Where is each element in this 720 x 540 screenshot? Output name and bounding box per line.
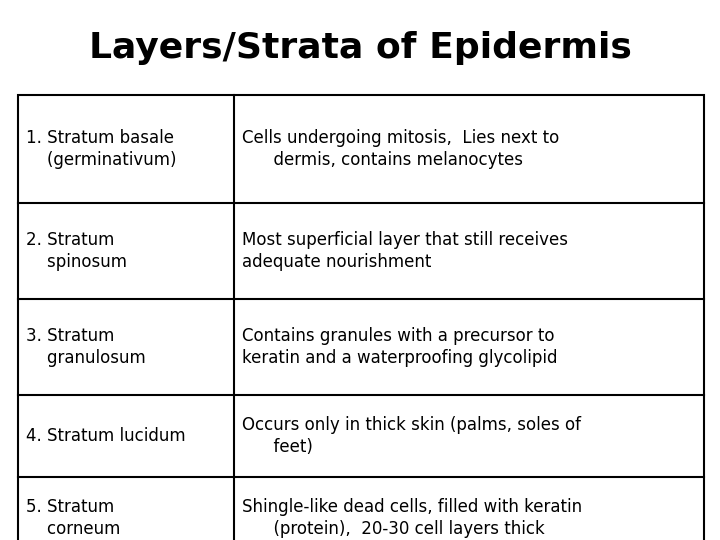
Bar <box>18 95 704 540</box>
Text: Layers/Strata of Epidermis: Layers/Strata of Epidermis <box>89 31 631 65</box>
Text: 4. Stratum lucidum: 4. Stratum lucidum <box>26 427 186 445</box>
Text: Cells undergoing mitosis,  Lies next to
      dermis, contains melanocytes: Cells undergoing mitosis, Lies next to d… <box>242 129 559 170</box>
Text: Contains granules with a precursor to
keratin and a waterproofing glycolipid: Contains granules with a precursor to ke… <box>242 327 557 367</box>
Text: 3. Stratum
    granulosum: 3. Stratum granulosum <box>26 327 145 367</box>
Text: 1. Stratum basale
    (germinativum): 1. Stratum basale (germinativum) <box>26 129 176 170</box>
Text: Most superficial layer that still receives
adequate nourishment: Most superficial layer that still receiv… <box>242 231 568 272</box>
Text: Shingle-like dead cells, filled with keratin
      (protein),  20-30 cell layers: Shingle-like dead cells, filled with ker… <box>242 497 582 538</box>
Text: Occurs only in thick skin (palms, soles of
      feet): Occurs only in thick skin (palms, soles … <box>242 416 581 456</box>
Text: 5. Stratum
    corneum: 5. Stratum corneum <box>26 497 120 538</box>
Text: 2. Stratum
    spinosum: 2. Stratum spinosum <box>26 231 127 272</box>
